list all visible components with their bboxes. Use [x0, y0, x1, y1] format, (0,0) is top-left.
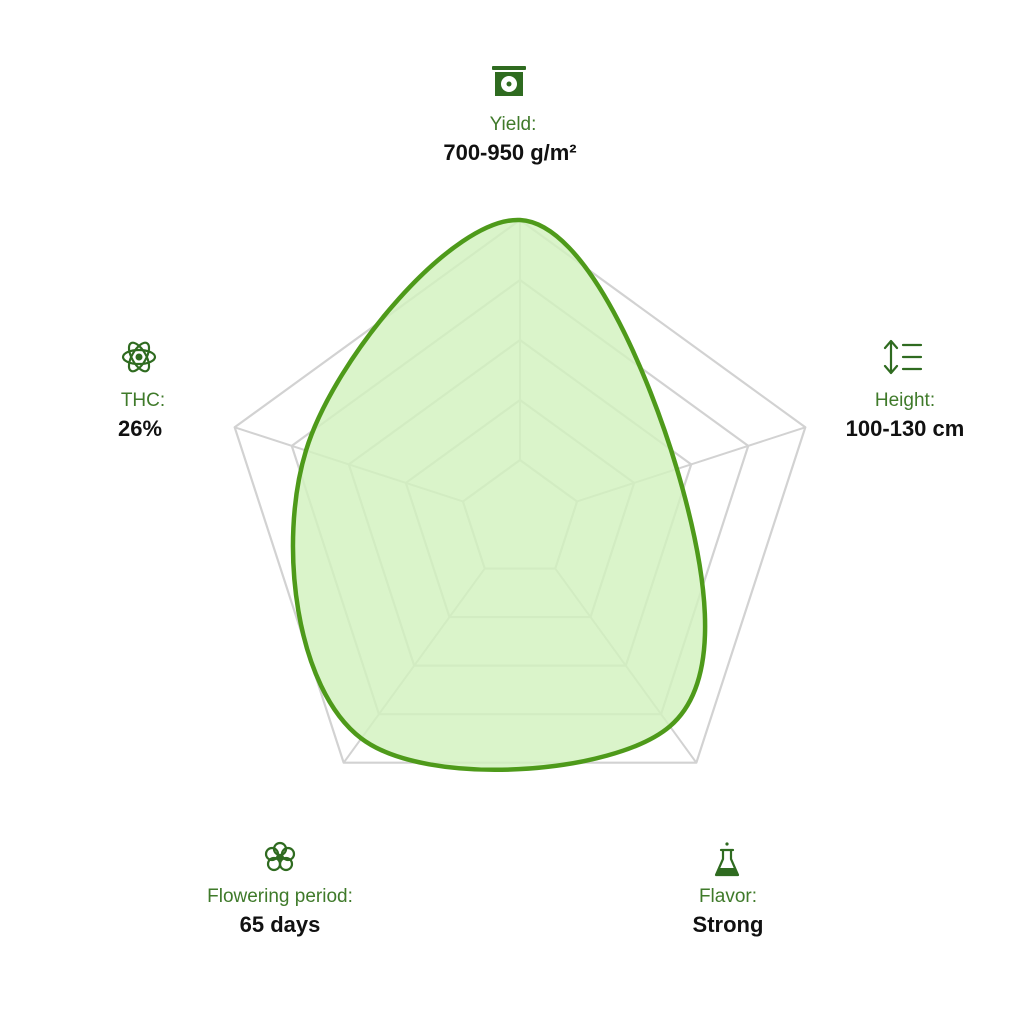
axis-label: Flavor: [699, 886, 757, 907]
axis-label: Yield: [490, 114, 537, 135]
flowering-icon [264, 841, 296, 872]
radar-area [290, 217, 708, 772]
axis-value: 26% [118, 416, 162, 441]
thc-icon [121, 341, 157, 373]
axis-value: 100-130 cm [846, 416, 965, 441]
yield-icon [492, 66, 526, 96]
series [290, 217, 708, 772]
axis-label: THC: [121, 390, 165, 411]
axis-value: Strong [693, 912, 764, 937]
axis-label: Flowering period: [207, 886, 353, 907]
height-icon [883, 339, 923, 375]
axis-value: 65 days [240, 912, 321, 937]
axis-value: 700-950 g/m² [443, 140, 576, 165]
flavor-icon [714, 842, 740, 877]
axis-label: Height: [875, 390, 935, 411]
